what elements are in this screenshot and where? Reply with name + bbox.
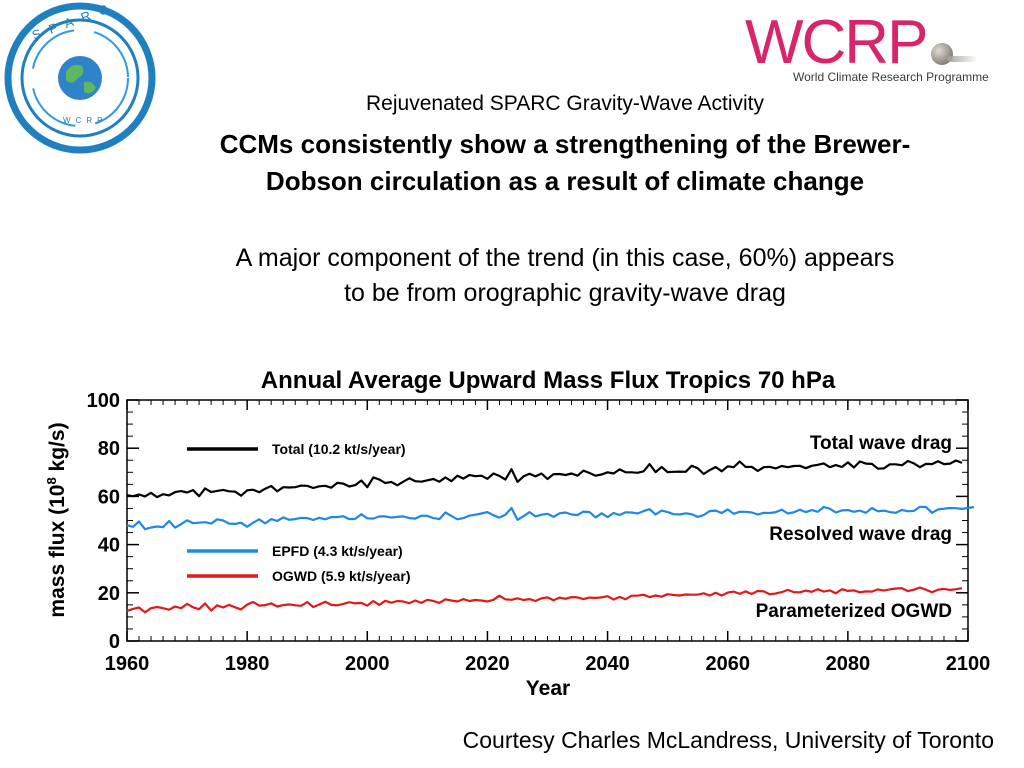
wcrp-logo-wordmark: WCRP [745,8,928,77]
slide-paragraph-line-1: A major component of the trend (in this … [235,244,895,272]
slide-title: CCMs consistently show a strengthening o… [130,126,1000,200]
slide-title-line-2: Dobson circulation as a result of climat… [265,166,865,196]
x-tick-label: 2000 [345,653,390,675]
y-axis-label-tail: kg/s) [46,422,69,477]
y-tick-label: 20 [98,583,120,605]
y-tick-label: 60 [98,486,120,508]
globe-icon [931,43,977,65]
y-axis-label: mass flux (108 kg/s) [44,422,69,617]
credit-text: Courtesy Charles McLandress, University … [462,727,994,753]
wcrp-logo: WCRP World Climate Research Programme [745,8,1015,93]
x-axis-label: Year [526,677,570,700]
x-tick-labels: 1960 1980 2000 2020 2040 2060 2080 2100 [105,653,991,675]
annotation-total-wave-drag: Total wave drag [810,433,952,454]
legend-label-epfd: EPFD (4.3 kt/s/year) [272,543,403,559]
y-tick-label: 0 [109,631,120,653]
sparc-logo-subtext: WCRP [63,116,107,125]
slide-paragraph-line-2: to be from orographic gravity-wave drag [344,279,786,307]
annotation-parameterized-ogwd: Parameterized OGWD [756,601,952,622]
major-ticks [126,399,969,642]
y-tick-label: 40 [98,535,120,557]
y-tick-label: 100 [87,390,120,412]
x-tick-label: 2100 [946,653,991,675]
legend-label-total: Total (10.2 kt/s/year) [272,441,406,457]
x-tick-label: 2040 [585,653,630,675]
chart-title: Annual Average Upward Mass Flux Tropics … [261,367,836,394]
epfd-series-line [126,505,975,531]
slide-title-line-1: CCMs consistently show a strengthening o… [219,129,911,159]
y-tick-labels: 0 20 40 60 80 100 [87,390,120,653]
annotation-resolved-wave-drag: Resolved wave drag [769,524,952,545]
wcrp-logo-subtitle: World Climate Research Programme [793,70,989,84]
y-axis-label-main: mass flux (10 [46,485,69,618]
x-tick-label: 1960 [105,653,150,675]
slide-paragraph: A major component of the trend (in this … [140,241,990,311]
y-axis-label-exponent: 8 [44,477,59,484]
total-series-line [126,459,963,499]
x-tick-label: 2020 [465,653,510,675]
series-lines [126,459,975,614]
mass-flux-chart: Annual Average Upward Mass Flux Tropics … [44,367,991,700]
slide-subtitle: Rejuvenated SPARC Gravity-Wave Activity [366,92,764,115]
y-tick-label: 80 [98,438,120,460]
x-tick-label: 1980 [225,653,270,675]
x-tick-label: 2060 [705,653,750,675]
minor-ticks [127,400,968,641]
ogwd-series-line [126,586,963,614]
x-tick-label: 2080 [826,653,871,675]
sparc-logo: SPARC WCRP [4,0,156,154]
legend-label-ogwd: OGWD (5.9 kt/s/year) [272,568,411,584]
